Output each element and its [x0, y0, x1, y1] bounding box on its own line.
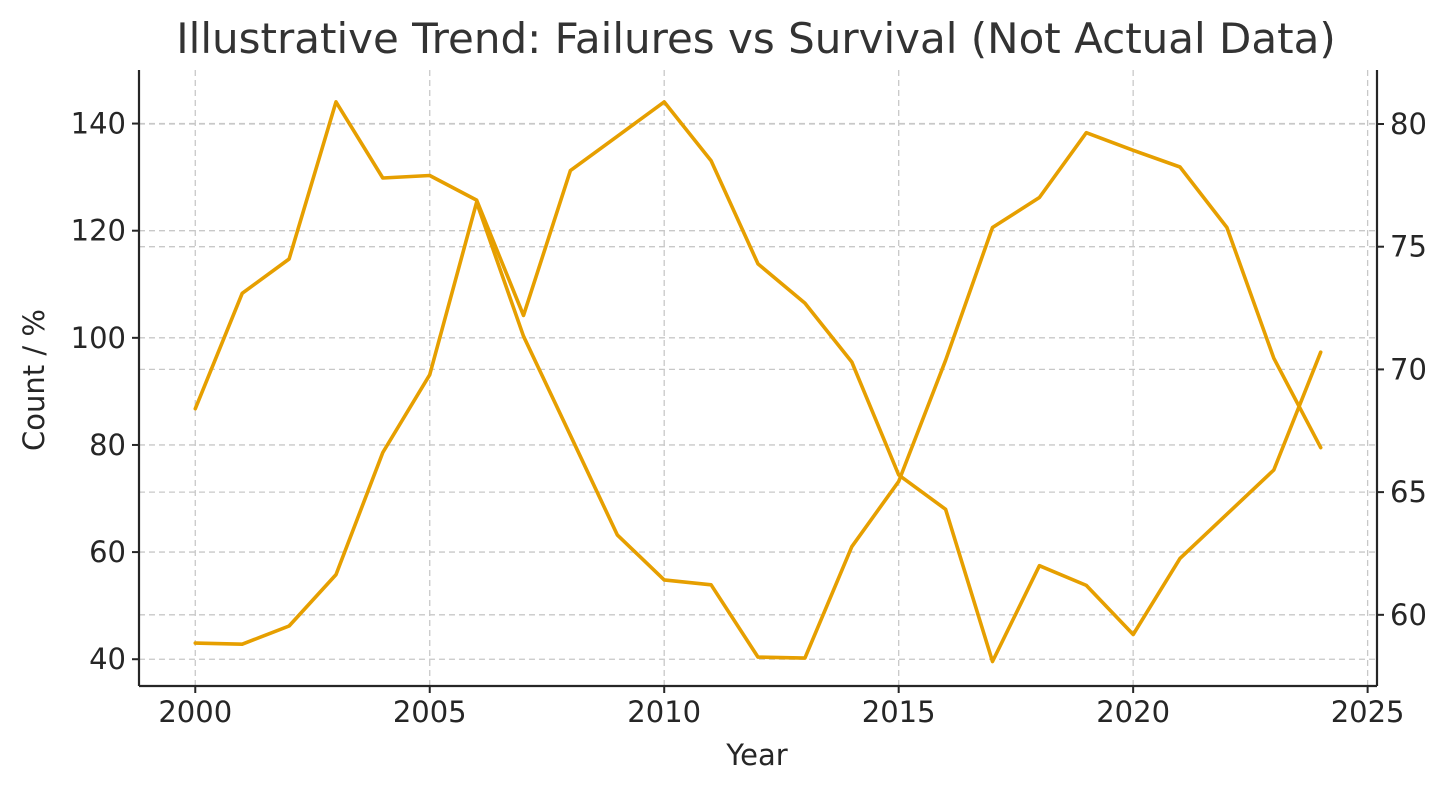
axes: 2000 2005 2010 2015 2020 2025 40 60 80 100 120 140 6… [71, 70, 1427, 729]
y2-tick-label: 80 [1390, 107, 1427, 141]
series-line-1 [193, 130, 1323, 660]
y2-tick-label: 65 [1390, 475, 1427, 509]
x-tick-label: 2005 [393, 695, 467, 729]
y-tick-label: 100 [71, 321, 126, 355]
y-tick-label: 80 [89, 428, 126, 462]
y-tick-label: 120 [71, 214, 126, 248]
y-tick-label: 40 [89, 642, 126, 676]
x-tick-label: 2020 [1096, 695, 1170, 729]
series-layer [193, 100, 1323, 664]
y-tick-label: 60 [89, 535, 126, 569]
chart-title: Illustrative Trend: Failures vs Survival… [176, 14, 1335, 63]
y2-tick-label: 60 [1390, 598, 1427, 632]
x-tick-label: 2010 [627, 695, 701, 729]
x-axis-label: Year [725, 738, 787, 772]
x-tick-label: 2015 [862, 695, 936, 729]
x-tick-label: 2025 [1331, 695, 1405, 729]
y2-tick-label: 75 [1390, 230, 1427, 264]
x-tick-label: 2000 [158, 695, 232, 729]
grid-lines [139, 70, 1377, 686]
y2-tick-label: 70 [1390, 352, 1427, 386]
y-axis-label: Count / % [17, 309, 51, 451]
y-tick-label: 140 [71, 107, 126, 141]
series-line-2 [193, 100, 1323, 664]
